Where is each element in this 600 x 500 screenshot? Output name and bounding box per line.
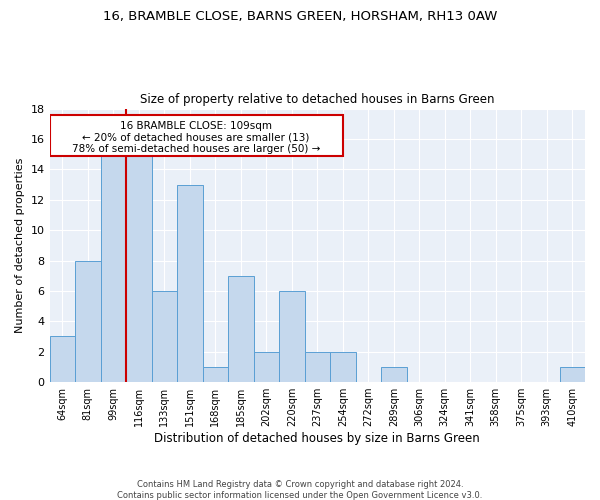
Bar: [50, 336, 75, 382]
Text: Contains public sector information licensed under the Open Government Licence v3: Contains public sector information licen…: [118, 491, 482, 500]
FancyBboxPatch shape: [50, 114, 343, 156]
Bar: [381, 367, 407, 382]
Text: 78% of semi-detached houses are larger (50) →: 78% of semi-detached houses are larger (…: [72, 144, 320, 154]
Bar: [560, 367, 585, 382]
Text: 16 BRAMBLE CLOSE: 109sqm: 16 BRAMBLE CLOSE: 109sqm: [120, 122, 272, 132]
Bar: [203, 367, 228, 382]
Bar: [75, 260, 101, 382]
Bar: [254, 352, 279, 382]
Title: Size of property relative to detached houses in Barns Green: Size of property relative to detached ho…: [140, 93, 494, 106]
Bar: [228, 276, 254, 382]
X-axis label: Distribution of detached houses by size in Barns Green: Distribution of detached houses by size …: [154, 432, 480, 445]
Bar: [305, 352, 330, 382]
Y-axis label: Number of detached properties: Number of detached properties: [15, 158, 25, 333]
Text: 16, BRAMBLE CLOSE, BARNS GREEN, HORSHAM, RH13 0AW: 16, BRAMBLE CLOSE, BARNS GREEN, HORSHAM,…: [103, 10, 497, 23]
Bar: [279, 291, 305, 382]
Bar: [330, 352, 356, 382]
Bar: [101, 154, 126, 382]
Bar: [126, 154, 152, 382]
Bar: [152, 291, 177, 382]
Text: Contains HM Land Registry data © Crown copyright and database right 2024.: Contains HM Land Registry data © Crown c…: [137, 480, 463, 489]
Bar: [177, 184, 203, 382]
Text: ← 20% of detached houses are smaller (13): ← 20% of detached houses are smaller (13…: [82, 132, 310, 142]
